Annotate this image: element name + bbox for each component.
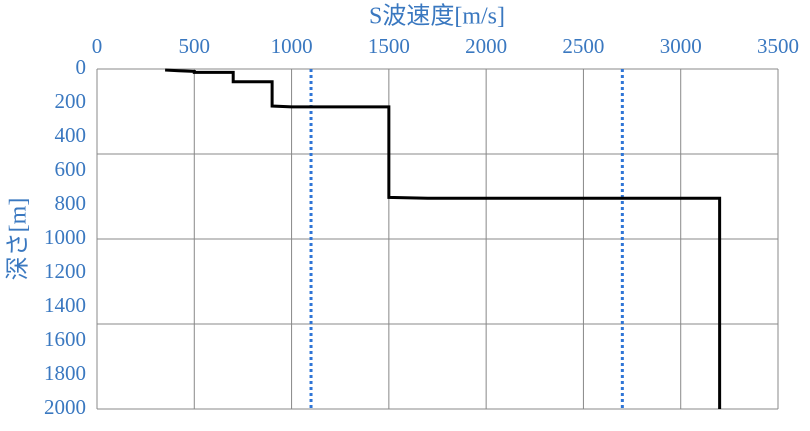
y-tick-label: 600 [55,157,87,181]
y-tick-label: 1200 [44,259,86,283]
x-tick-label: 2500 [562,34,604,58]
x-tick-label: 3000 [660,34,702,58]
y-tick-label: 2000 [44,395,86,419]
x-tick-label: 3500 [757,34,799,58]
y-tick-label: 1400 [44,293,86,317]
x-tick-label: 1000 [271,34,313,58]
x-tick-label: 2000 [465,34,507,58]
y-tick-label: 1600 [44,327,86,351]
y-tick-label: 1000 [44,225,86,249]
data-line [165,68,722,409]
y-tick-label: 0 [76,55,87,79]
y-tick-label: 400 [55,123,87,147]
y-tick-label: 1800 [44,361,86,385]
y-tick-label: 800 [55,191,87,215]
x-tick-label: 500 [179,34,211,58]
x-tick-label: 0 [92,34,103,58]
y-tick-label: 200 [55,89,87,113]
chart-title: S波速度[m/s] [369,3,505,30]
x-tick-label: 1500 [368,34,410,58]
y-axis-label: 深さ[m] [5,198,32,281]
